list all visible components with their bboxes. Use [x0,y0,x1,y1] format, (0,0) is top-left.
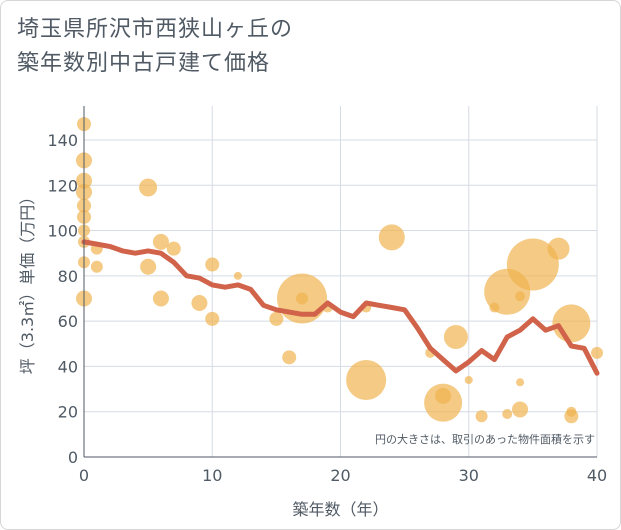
data-point [90,260,103,273]
data-point [191,295,208,312]
y-tick-label: 80 [58,267,78,286]
data-point [475,410,488,423]
y-tick-labels: 0 20 40 60 80 100 120 140 [47,131,78,467]
data-point [346,360,387,401]
chart-title: 埼玉県所沢市西狭山ヶ丘の 築年数別中古戸建て価格 [17,13,293,81]
data-point [140,258,157,275]
data-point [516,378,525,387]
data-point [269,311,284,326]
data-point [435,387,452,404]
x-tick-labels: 0 10 20 30 40 [79,466,607,485]
data-point [166,241,181,256]
y-tick-label: 60 [58,312,78,331]
data-point [591,346,603,359]
data-point [512,401,529,418]
y-tick-label: 0 [68,448,78,467]
data-point [378,224,405,251]
data-point [205,257,220,272]
y-axis-title: 坪（3.3㎡）単価（万円） [18,189,37,374]
x-tick-label: 20 [330,466,350,485]
y-tick-label: 100 [47,222,78,241]
y-tick-label: 20 [58,403,78,422]
data-point [464,376,473,385]
data-point [547,237,570,260]
bubble-series [76,117,603,424]
data-point [282,350,297,365]
data-point [296,292,309,305]
y-tick-label: 140 [47,131,78,150]
chart-title-line2: 築年数別中古戸建て価格 [17,51,271,76]
size-annotation: 円の大きさは、取引のあった物件面積を示す [375,432,595,446]
x-tick-label: 40 [587,466,607,485]
x-tick-label: 30 [459,466,479,485]
chart-title-line1: 埼玉県所沢市西狭山ヶ丘の [17,17,294,42]
x-tick-label: 10 [202,466,222,485]
data-point [152,290,169,307]
trend-line [81,239,600,376]
data-point [152,233,169,250]
data-point [205,311,220,326]
y-tick-label: 120 [47,176,78,195]
data-point [139,178,158,197]
data-point [564,409,579,424]
x-tick-label: 0 [79,466,89,485]
data-point [506,238,559,291]
data-point [233,271,242,280]
data-point [515,291,526,302]
axes [83,106,597,458]
y-tick-label: 40 [58,357,78,376]
data-point [443,324,468,349]
x-axis-title: 築年数（年） [292,500,388,519]
data-point [502,408,513,419]
